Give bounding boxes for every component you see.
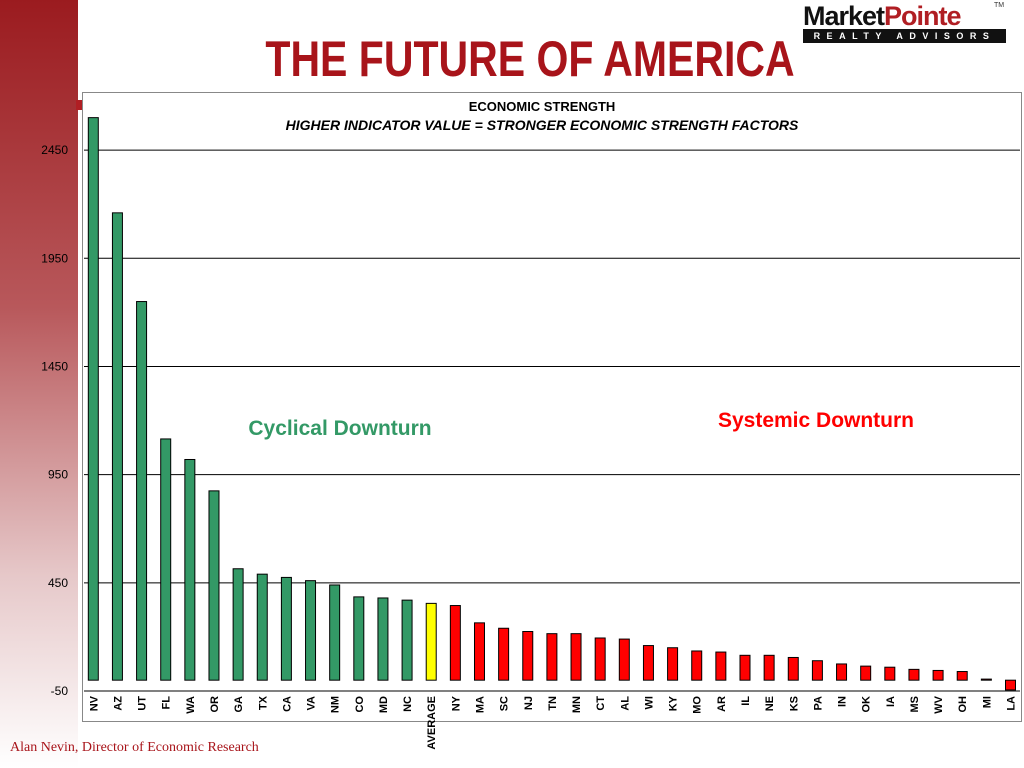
bar-in — [836, 663, 848, 681]
x-tick-label: NC — [402, 696, 414, 712]
x-tick-label: AR — [716, 696, 728, 712]
logo-wordmark: MarketPointe — [803, 2, 1008, 30]
x-tick-label: OK — [861, 696, 873, 713]
x-tick-label: KY — [668, 695, 680, 711]
bar-wv — [932, 669, 944, 681]
bar-az — [111, 212, 123, 681]
y-tick-label: 1450 — [41, 359, 68, 373]
x-tick-label: GA — [233, 696, 245, 713]
x-tick-label: AVERAGE — [426, 696, 438, 750]
x-tick-label: KS — [788, 696, 800, 711]
bar-ky — [667, 647, 679, 681]
bar-ma — [473, 622, 485, 681]
x-tick-label: OH — [957, 696, 969, 713]
bar-wi — [642, 645, 654, 681]
x-tick-label: VA — [306, 696, 318, 711]
y-tick-label: 1950 — [41, 251, 68, 265]
bar-nm — [329, 584, 341, 681]
y-tick-label: 2450 — [41, 143, 68, 157]
x-tick-label: AZ — [112, 696, 124, 711]
logo-tagline: REALTY ADVISORS — [803, 29, 1006, 43]
logo-brand-part1: Market — [803, 1, 885, 31]
x-tick-label: NV — [88, 695, 100, 711]
bar-ia — [884, 666, 896, 681]
x-tick-label: MD — [378, 696, 390, 713]
y-tick-label: 950 — [48, 468, 68, 482]
x-tick-label: FL — [161, 696, 173, 710]
x-tick-label: IA — [885, 696, 897, 707]
x-tick-label: NJ — [523, 696, 535, 710]
y-tick-label: 450 — [48, 576, 68, 590]
x-tick-label: MN — [571, 696, 583, 713]
bar-ca — [280, 576, 292, 681]
logo-trademark: TM — [994, 2, 1005, 9]
bar-ks — [787, 656, 799, 681]
bar-nc — [401, 599, 413, 681]
x-tick-label: WV — [933, 695, 945, 713]
x-tick-label: IL — [740, 696, 752, 706]
x-tick-label: OR — [209, 696, 221, 713]
bar-il — [739, 654, 751, 681]
bar-pa — [811, 660, 823, 681]
x-tick-label: MS — [909, 696, 921, 713]
bar-la — [1005, 679, 1016, 691]
bar-co — [353, 596, 365, 681]
x-tick-label: NY — [450, 695, 462, 711]
y-tick-label: -50 — [51, 684, 69, 698]
bar-va — [305, 580, 317, 681]
slide-title: THE FUTURE OF AMERICA — [265, 31, 795, 87]
bar-fl — [160, 438, 172, 681]
x-tick-label: NM — [330, 696, 342, 713]
bar-ny — [449, 605, 461, 681]
bar-wa — [184, 458, 196, 681]
x-tick-label: TN — [547, 696, 559, 711]
bar-ne — [763, 654, 775, 681]
cyclical-downturn-annotation: Cyclical Downturn — [248, 417, 431, 440]
x-tick-label: CT — [595, 696, 607, 711]
chart-title: ECONOMIC STRENGTH — [469, 99, 616, 114]
systemic-downturn-annotation: Systemic Downturn — [718, 409, 914, 432]
bar-ut — [136, 301, 148, 681]
footer-author: Alan Nevin, Director of Economic Researc… — [10, 740, 259, 755]
bar-mi — [980, 678, 992, 681]
bar-mn — [570, 633, 582, 681]
bar-oh — [956, 671, 968, 681]
x-tick-label: WA — [185, 696, 197, 714]
logo-brand-part2: Pointe — [884, 1, 962, 31]
bar-mo — [691, 650, 703, 681]
x-tick-label: IN — [837, 696, 849, 707]
bar-tx — [256, 573, 268, 681]
x-tick-label: MA — [474, 696, 486, 713]
x-tick-label: WI — [643, 696, 655, 709]
marketpointe-logo: MarketPointe TM REALTY ADVISORS — [803, 2, 1008, 44]
left-decorative-band — [0, 0, 78, 768]
title-accent-mark — [76, 100, 82, 110]
bar-md — [377, 597, 389, 681]
x-tick-label: TX — [257, 695, 269, 710]
bar-nj — [522, 631, 534, 681]
bar-ga — [232, 568, 244, 681]
bar-ar — [715, 651, 727, 681]
bar-ms — [908, 668, 920, 681]
x-tick-label: AL — [619, 696, 631, 711]
bar-tn — [546, 633, 558, 681]
x-tick-label: NE — [764, 696, 776, 711]
bar-ok — [860, 665, 872, 681]
x-tick-label: CO — [354, 696, 366, 713]
x-tick-label: MO — [692, 696, 704, 714]
bar-ct — [594, 637, 606, 681]
x-tick-label: PA — [812, 696, 824, 711]
x-tick-label: UT — [137, 696, 149, 711]
bar-average — [425, 602, 437, 681]
x-tick-label: CA — [281, 696, 293, 712]
x-tick-label: SC — [499, 696, 511, 711]
chart-subtitle: HIGHER INDICATOR VALUE = STRONGER ECONOM… — [286, 117, 799, 133]
bar-al — [618, 638, 630, 681]
bar-or — [208, 490, 220, 681]
bar-nv — [87, 117, 99, 681]
x-tick-label: MI — [981, 696, 993, 708]
x-tick-label: LA — [1006, 696, 1018, 711]
bar-sc — [498, 627, 510, 681]
